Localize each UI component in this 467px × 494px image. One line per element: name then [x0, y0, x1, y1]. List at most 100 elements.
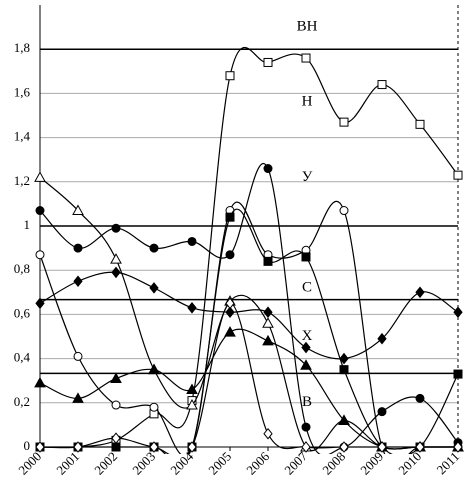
- marker: [110, 372, 122, 383]
- marker: [111, 442, 121, 452]
- marker: [73, 441, 83, 453]
- series-line: [39, 302, 458, 454]
- marker: [187, 301, 197, 314]
- y-tick-label: 1,8: [14, 40, 30, 55]
- marker: [453, 170, 463, 180]
- marker: [301, 341, 311, 354]
- marker: [225, 71, 235, 81]
- marker: [301, 252, 311, 262]
- marker: [453, 306, 463, 318]
- marker: [263, 427, 273, 440]
- marker: [301, 422, 311, 432]
- marker: [377, 407, 387, 417]
- marker: [301, 53, 311, 63]
- marker: [263, 57, 273, 67]
- marker: [72, 204, 84, 216]
- marker: [34, 171, 46, 182]
- marker: [301, 441, 311, 453]
- marker: [338, 414, 350, 425]
- y-tick-label: 0,4: [14, 350, 31, 365]
- marker: [72, 392, 84, 403]
- series-group: [34, 46, 464, 454]
- marker: [149, 402, 159, 412]
- x-tick-label: 2006: [243, 448, 272, 477]
- series-line: [39, 328, 458, 450]
- marker: [186, 383, 198, 395]
- marker: [186, 398, 198, 410]
- marker: [339, 206, 349, 216]
- marker: [111, 400, 121, 410]
- marker: [263, 164, 273, 174]
- marker: [415, 286, 425, 299]
- y-tick-label: 1: [24, 217, 31, 232]
- marker: [187, 441, 197, 453]
- marker: [339, 117, 349, 127]
- marker: [415, 393, 425, 403]
- band-label: Н: [302, 94, 313, 110]
- x-tick-label: 2002: [91, 449, 120, 478]
- y-tick-label: 1,2: [14, 173, 30, 188]
- marker: [263, 256, 273, 266]
- marker: [262, 334, 274, 346]
- marker: [149, 441, 159, 453]
- y-tick-label: 1,4: [14, 129, 31, 144]
- marker: [262, 317, 274, 328]
- y-tick-label: 0,6: [14, 305, 31, 320]
- marker: [111, 432, 121, 444]
- marker: [225, 297, 235, 310]
- band-label: В: [302, 394, 312, 410]
- y-tick-label: 0: [24, 438, 31, 453]
- marker: [415, 119, 425, 129]
- marker: [415, 441, 425, 453]
- marker: [339, 365, 349, 375]
- band-label: С: [302, 279, 312, 295]
- series-line: [39, 271, 459, 360]
- marker: [35, 297, 45, 310]
- marker: [225, 306, 235, 318]
- series-line: [40, 208, 459, 454]
- series-line: [39, 200, 458, 454]
- marker: [339, 352, 349, 365]
- marker: [453, 441, 463, 453]
- marker: [377, 441, 387, 453]
- marker: [225, 212, 235, 222]
- band-label: У: [302, 169, 313, 185]
- marker: [148, 363, 160, 375]
- marker: [111, 266, 121, 279]
- x-tick-label: 2007: [281, 448, 310, 477]
- marker: [149, 282, 159, 294]
- x-tick-label: 2004: [167, 448, 196, 477]
- y-tick-label: 1,6: [14, 84, 31, 99]
- marker: [111, 223, 121, 233]
- y-tick-label: 0,8: [14, 261, 30, 276]
- marker: [224, 326, 236, 337]
- x-tick-label: 2009: [357, 449, 386, 478]
- band-label: ВН: [297, 19, 318, 35]
- band-label: Х: [302, 328, 313, 344]
- x-tick-label: 2011: [434, 449, 463, 478]
- x-tick-label: 2001: [53, 449, 82, 478]
- marker: [377, 332, 387, 345]
- marker: [73, 351, 83, 361]
- marker: [263, 306, 273, 318]
- series-line: [39, 46, 459, 449]
- marker: [453, 369, 463, 379]
- x-tick-label: 2008: [319, 449, 348, 478]
- series-line: [39, 163, 459, 454]
- x-tick-label: 2005: [205, 449, 234, 478]
- y-tick-label: 0,2: [14, 394, 30, 409]
- marker: [149, 243, 159, 253]
- marker: [225, 250, 235, 260]
- marker: [377, 80, 387, 90]
- marker: [73, 275, 83, 288]
- x-tick-label: 2000: [15, 449, 44, 478]
- marker: [35, 250, 45, 260]
- marker: [187, 236, 197, 246]
- marker: [110, 253, 122, 264]
- marker: [339, 441, 349, 453]
- marker: [300, 359, 312, 370]
- marker: [34, 376, 46, 388]
- x-tick-label: 2003: [129, 449, 158, 478]
